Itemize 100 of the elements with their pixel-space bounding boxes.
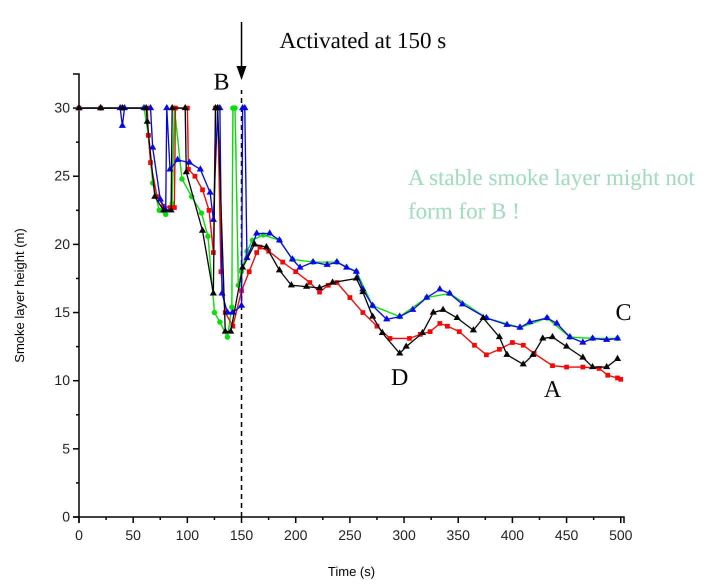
point (307, 280, 312, 285)
point (182, 168, 190, 174)
point (266, 229, 274, 236)
point (510, 340, 515, 345)
point (163, 212, 168, 218)
point (200, 188, 205, 192)
point (456, 329, 462, 334)
point (317, 290, 322, 294)
point (276, 266, 284, 272)
point (151, 192, 158, 199)
point (503, 320, 511, 327)
point (198, 210, 204, 216)
point (496, 332, 503, 340)
point (172, 205, 177, 210)
y-tick-label: 25 (54, 168, 70, 184)
point (238, 302, 246, 308)
point (156, 195, 164, 202)
point (445, 324, 450, 329)
y-tick-label: 15 (54, 304, 70, 320)
point (179, 176, 185, 182)
point (378, 328, 386, 336)
point (369, 312, 376, 319)
annotation: A stable smoke layer might not form for B ! (408, 165, 696, 224)
annotation: C (615, 300, 632, 326)
point (520, 360, 527, 366)
point (250, 240, 258, 246)
point (484, 352, 489, 358)
x-tick-label: 50 (125, 527, 142, 543)
point (564, 364, 569, 370)
point (548, 332, 556, 340)
y-tick-label: 5 (62, 440, 70, 456)
x-tick-label: 500 (609, 527, 633, 543)
point (526, 318, 534, 324)
point (174, 156, 182, 162)
point (192, 174, 198, 179)
point (418, 328, 426, 336)
point (439, 306, 447, 312)
point (497, 346, 502, 352)
y-tick-label: 10 (54, 372, 70, 388)
x-axis-title: Time (s) (328, 564, 376, 579)
point (227, 328, 234, 334)
point (229, 304, 234, 310)
point (407, 336, 412, 341)
point (316, 284, 324, 290)
point (563, 342, 570, 349)
point (359, 288, 366, 294)
point (470, 326, 477, 332)
point (396, 349, 404, 356)
point (206, 208, 212, 213)
point (579, 338, 586, 345)
annotation: D (391, 364, 408, 391)
point (553, 319, 560, 326)
point (458, 300, 466, 306)
x-tick-label: 100 (176, 527, 200, 543)
point (182, 104, 189, 110)
point (328, 278, 336, 285)
point (198, 226, 206, 233)
point (409, 306, 416, 312)
point (402, 342, 410, 349)
point (529, 350, 537, 357)
point (186, 158, 194, 165)
point (196, 165, 204, 172)
y-tick-label: 0 (62, 508, 70, 524)
x-tick-label: 250 (338, 527, 362, 543)
point (205, 234, 211, 239)
point (262, 242, 270, 250)
y-axis-title: Smoke layer height (m) (12, 228, 27, 363)
point (224, 334, 230, 340)
point (383, 315, 390, 322)
point (296, 263, 304, 270)
point (589, 362, 596, 370)
point (539, 334, 546, 340)
ref-line-label: Activated at 150 s (280, 28, 446, 53)
point (360, 310, 366, 315)
point (454, 314, 461, 320)
point (580, 364, 586, 370)
point (348, 295, 352, 300)
point (163, 104, 170, 110)
point (222, 328, 229, 334)
x-tick-label: 400 (500, 527, 524, 543)
point (472, 342, 477, 348)
point (293, 269, 298, 274)
point (206, 188, 214, 195)
point (428, 329, 432, 334)
point (324, 260, 331, 267)
point (160, 206, 168, 212)
point (480, 314, 487, 320)
point (217, 319, 222, 325)
y-tick-label: 20 (54, 236, 70, 252)
point (618, 376, 624, 382)
point (253, 229, 260, 236)
point (168, 104, 176, 110)
y-tick-label: 30 (54, 100, 70, 116)
point (436, 285, 444, 292)
point (614, 354, 622, 361)
point (579, 353, 586, 360)
point (212, 310, 218, 316)
point (239, 263, 246, 270)
point (280, 260, 286, 264)
point (302, 282, 310, 289)
